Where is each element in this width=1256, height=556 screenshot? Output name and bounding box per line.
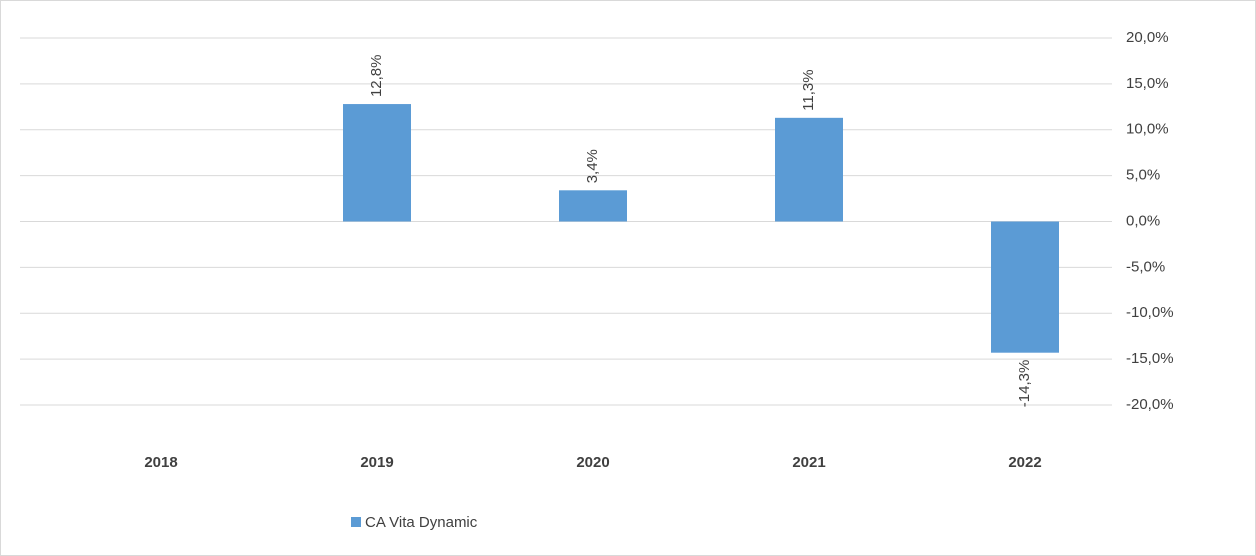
bar (559, 190, 627, 222)
y-tick-label: -15,0% (1126, 350, 1174, 367)
y-tick-label: 20,0% (1126, 29, 1169, 46)
y-tick-label: 15,0% (1126, 75, 1169, 92)
data-label: 12,8% (368, 55, 385, 98)
x-tick-label: 2021 (792, 454, 825, 471)
x-tick-label: 2020 (576, 454, 609, 471)
bar (343, 104, 411, 222)
legend-label: CA Vita Dynamic (365, 514, 478, 531)
y-tick-label: -5,0% (1126, 258, 1165, 275)
data-label: -14,3% (1016, 360, 1033, 408)
bar (991, 221, 1059, 353)
y-tick-label: -20,0% (1126, 396, 1174, 413)
data-label: 3,4% (584, 149, 601, 183)
y-tick-label: -10,0% (1126, 304, 1174, 321)
legend-swatch (351, 517, 361, 527)
y-tick-label: 10,0% (1126, 121, 1169, 138)
data-label: 11,3% (800, 69, 817, 110)
x-tick-label: 2022 (1008, 454, 1041, 471)
bar (775, 117, 843, 222)
x-tick-label: 2018 (144, 454, 177, 471)
x-tick-label: 2019 (360, 454, 393, 471)
y-tick-label: 5,0% (1126, 167, 1160, 184)
y-tick-label: 0,0% (1126, 212, 1160, 229)
